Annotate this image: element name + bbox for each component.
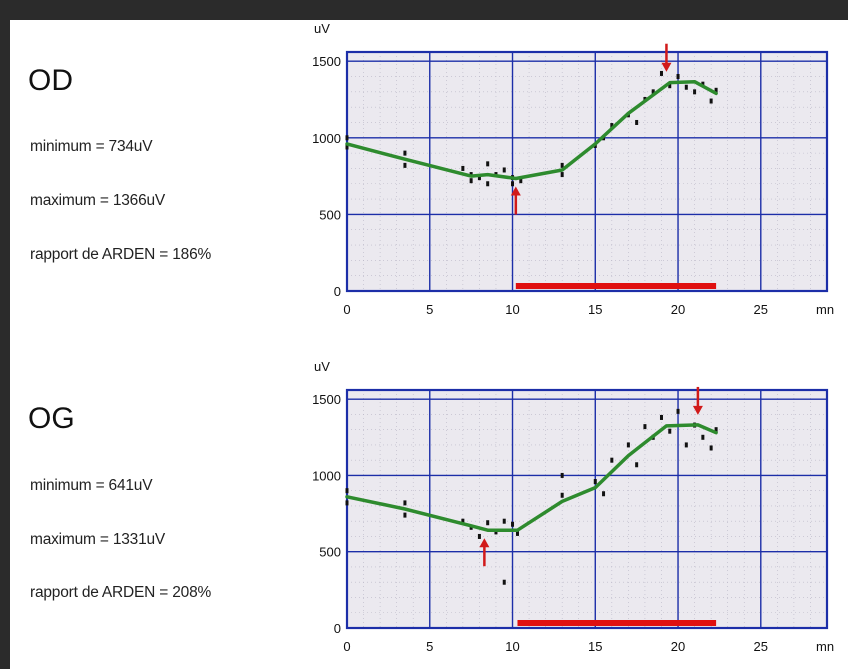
x-tick-label: 0 bbox=[343, 639, 350, 654]
data-point bbox=[668, 83, 672, 89]
data-point bbox=[469, 178, 473, 184]
maximum-arrow-head bbox=[661, 62, 672, 72]
data-point bbox=[635, 119, 639, 125]
data-point bbox=[635, 462, 639, 468]
y-tick-label: 1500 bbox=[312, 54, 341, 69]
data-point bbox=[693, 89, 697, 95]
stat-maximum: maximum = 1366uV bbox=[30, 192, 166, 209]
y-tick-label: 0 bbox=[334, 621, 341, 636]
data-point bbox=[461, 518, 465, 524]
x-tick-label: 25 bbox=[754, 302, 768, 317]
x-tick-label: 20 bbox=[671, 639, 685, 654]
od-chart: 0 5 10 15 20 25 0 500 1000 1500 uV mn bbox=[312, 21, 834, 317]
y-tick-label: 1000 bbox=[312, 468, 341, 483]
data-point bbox=[461, 165, 465, 171]
data-point bbox=[709, 98, 713, 104]
plot-area bbox=[347, 390, 827, 628]
x-axis-unit: mn bbox=[816, 639, 834, 654]
data-point bbox=[668, 428, 672, 434]
data-point bbox=[511, 181, 515, 187]
minimum-arrow-head bbox=[510, 186, 521, 196]
x-tick-label: 10 bbox=[505, 302, 519, 317]
plot-frame bbox=[345, 388, 829, 630]
data-point bbox=[502, 167, 506, 173]
panel-label-od: OD bbox=[28, 64, 73, 97]
data-point bbox=[560, 172, 564, 178]
x-tick-label: 15 bbox=[588, 639, 602, 654]
data-point bbox=[701, 434, 705, 440]
data-point bbox=[684, 442, 688, 448]
data-point bbox=[403, 500, 407, 506]
data-point bbox=[403, 162, 407, 168]
data-point bbox=[345, 135, 349, 141]
eog-curve bbox=[345, 423, 718, 532]
data-point bbox=[486, 520, 490, 526]
eog-curve bbox=[345, 79, 718, 181]
x-axis-unit: mn bbox=[816, 302, 834, 317]
data-point bbox=[519, 178, 523, 184]
data-point bbox=[511, 521, 515, 527]
data-point bbox=[676, 408, 680, 414]
stat-minimum: minimum = 734uV bbox=[30, 138, 153, 155]
y-tick-label: 1500 bbox=[312, 392, 341, 407]
y-axis-unit: uV bbox=[314, 21, 330, 36]
x-tick-label: 10 bbox=[505, 639, 519, 654]
data-point bbox=[345, 488, 349, 494]
data-point bbox=[709, 445, 713, 451]
stat-arden-ratio: rapport de ARDEN = 186% bbox=[30, 246, 212, 263]
x-tick-label: 0 bbox=[343, 302, 350, 317]
y-tick-label: 0 bbox=[334, 284, 341, 299]
data-point bbox=[477, 175, 481, 181]
data-point bbox=[676, 74, 680, 80]
data-point bbox=[345, 500, 349, 506]
data-point bbox=[560, 472, 564, 478]
data-point bbox=[714, 87, 718, 93]
panel-label-og: OG bbox=[28, 402, 75, 435]
data-point bbox=[701, 81, 705, 87]
data-point bbox=[560, 492, 564, 498]
data-point bbox=[651, 89, 655, 95]
data-point bbox=[477, 533, 481, 539]
plot-area bbox=[347, 52, 827, 291]
y-axis-unit: uV bbox=[314, 359, 330, 374]
y-tick-label: 500 bbox=[319, 207, 341, 222]
data-point bbox=[403, 150, 407, 156]
x-tick-label: 5 bbox=[426, 639, 433, 654]
minimum-arrow-head bbox=[479, 538, 490, 548]
data-point bbox=[345, 144, 349, 150]
data-point bbox=[593, 479, 597, 485]
maximum-arrow-head bbox=[692, 405, 703, 415]
data-point bbox=[659, 414, 663, 420]
x-tick-label: 5 bbox=[426, 302, 433, 317]
data-point bbox=[684, 84, 688, 90]
x-tick-label: 20 bbox=[671, 302, 685, 317]
stat-minimum: minimum = 641uV bbox=[30, 477, 153, 494]
data-point bbox=[610, 457, 614, 463]
y-tick-label: 500 bbox=[319, 545, 341, 560]
data-point bbox=[515, 530, 519, 536]
plot-frame bbox=[345, 50, 829, 293]
data-point bbox=[403, 512, 407, 518]
data-point bbox=[486, 181, 490, 187]
x-tick-label: 15 bbox=[588, 302, 602, 317]
data-point bbox=[659, 70, 663, 76]
data-point bbox=[502, 518, 506, 524]
y-tick-label: 1000 bbox=[312, 131, 341, 146]
og-chart: 0 5 10 15 20 25 0 500 1000 1500 uV mn bbox=[312, 359, 834, 654]
stat-maximum: maximum = 1331uV bbox=[30, 531, 166, 548]
data-point bbox=[602, 491, 606, 497]
data-point bbox=[486, 161, 490, 167]
data-point bbox=[643, 424, 647, 430]
stat-arden-ratio: rapport de ARDEN = 208% bbox=[30, 584, 212, 601]
data-point bbox=[626, 442, 630, 448]
x-tick-label: 25 bbox=[754, 639, 768, 654]
erg-figure: OD minimum = 734uV maximum = 1366uV rapp… bbox=[10, 20, 848, 669]
data-point bbox=[560, 162, 564, 168]
data-point bbox=[502, 579, 506, 585]
og-panel: OG minimum = 641uV maximum = 1331uV rapp… bbox=[10, 347, 848, 669]
data-point bbox=[714, 427, 718, 433]
od-panel: OD minimum = 734uV maximum = 1366uV rapp… bbox=[10, 20, 848, 342]
data-point bbox=[610, 123, 614, 129]
